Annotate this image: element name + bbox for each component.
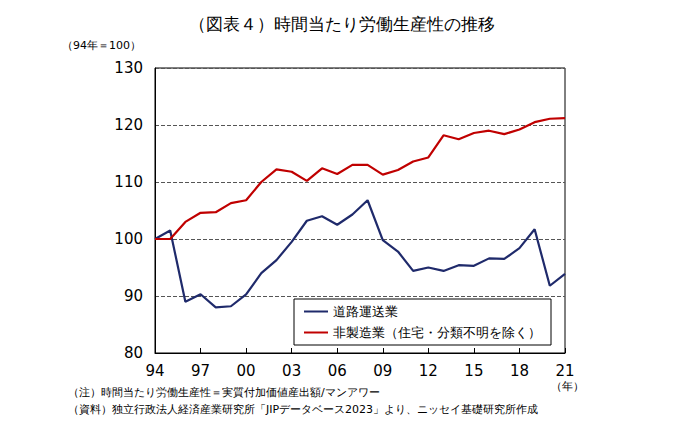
svg-text:00: 00 [237, 362, 256, 380]
svg-text:90: 90 [124, 287, 143, 305]
svg-text:03: 03 [282, 362, 301, 380]
svg-text:120: 120 [114, 116, 143, 134]
svg-text:110: 110 [114, 173, 143, 191]
svg-text:130: 130 [114, 59, 143, 77]
svg-text:09: 09 [373, 362, 392, 380]
svg-text:非製造業（住宅・分類不明を除く）: 非製造業（住宅・分類不明を除く） [333, 325, 541, 340]
svg-text:21: 21 [555, 362, 574, 380]
svg-text:（資料）独立行政法人経済産業研究所「JIPデータベース202: （資料）独立行政法人経済産業研究所「JIPデータベース2023」より、ニッセイ基… [68, 403, 538, 416]
svg-text:94: 94 [145, 362, 164, 380]
svg-text:（注）時間当たり労働生産性＝実質付加価値産出額/マンアワー: （注）時間当たり労働生産性＝実質付加価値産出額/マンアワー [68, 386, 380, 399]
svg-text:18: 18 [510, 362, 529, 380]
svg-text:80: 80 [124, 344, 143, 362]
svg-text:06: 06 [328, 362, 347, 380]
svg-text:12: 12 [419, 362, 438, 380]
svg-text:（年）: （年） [551, 380, 584, 393]
svg-text:97: 97 [191, 362, 210, 380]
svg-text:15: 15 [464, 362, 483, 380]
svg-text:（図表４）時間当たり労働生産性の推移: （図表４）時間当たり労働生産性の推移 [189, 14, 495, 34]
svg-text:100: 100 [114, 230, 143, 248]
svg-text:（94年＝100）: （94年＝100） [62, 39, 141, 52]
svg-text:道路運送業: 道路運送業 [333, 304, 398, 319]
